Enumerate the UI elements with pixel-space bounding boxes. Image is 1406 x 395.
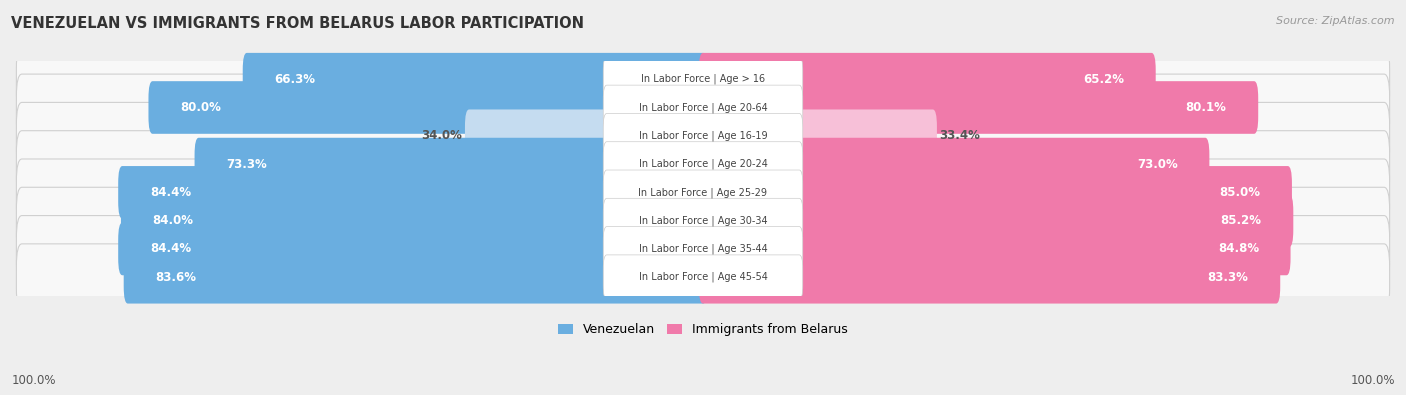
Text: In Labor Force | Age 20-24: In Labor Force | Age 20-24 [638,159,768,169]
FancyBboxPatch shape [699,109,936,162]
FancyBboxPatch shape [603,113,803,158]
Text: In Labor Force | Age 35-44: In Labor Force | Age 35-44 [638,244,768,254]
Text: 80.0%: 80.0% [180,101,221,114]
FancyBboxPatch shape [699,223,1291,275]
FancyBboxPatch shape [699,194,1294,247]
Text: 83.3%: 83.3% [1208,271,1249,284]
FancyBboxPatch shape [699,53,1156,105]
Text: 80.1%: 80.1% [1185,101,1226,114]
FancyBboxPatch shape [17,159,1389,226]
FancyBboxPatch shape [118,166,707,219]
FancyBboxPatch shape [699,138,1209,190]
Text: 33.4%: 33.4% [939,129,980,142]
Text: 73.3%: 73.3% [226,158,267,171]
FancyBboxPatch shape [149,81,707,134]
FancyBboxPatch shape [699,251,1281,304]
Text: 65.2%: 65.2% [1083,73,1123,86]
FancyBboxPatch shape [17,216,1389,282]
Text: 84.4%: 84.4% [150,243,191,256]
Text: 83.6%: 83.6% [155,271,197,284]
FancyBboxPatch shape [603,85,803,130]
Text: Source: ZipAtlas.com: Source: ZipAtlas.com [1277,16,1395,26]
FancyBboxPatch shape [603,255,803,299]
FancyBboxPatch shape [124,251,707,304]
Text: 34.0%: 34.0% [422,129,463,142]
Text: In Labor Force | Age 30-34: In Labor Force | Age 30-34 [638,215,768,226]
Text: In Labor Force | Age > 16: In Labor Force | Age > 16 [641,74,765,85]
Text: In Labor Force | Age 45-54: In Labor Force | Age 45-54 [638,272,768,282]
Text: 100.0%: 100.0% [1350,374,1395,387]
FancyBboxPatch shape [17,102,1389,169]
FancyBboxPatch shape [17,131,1389,198]
FancyBboxPatch shape [17,46,1389,113]
FancyBboxPatch shape [17,74,1389,141]
FancyBboxPatch shape [603,227,803,271]
FancyBboxPatch shape [603,57,803,102]
Text: In Labor Force | Age 25-29: In Labor Force | Age 25-29 [638,187,768,198]
Text: 85.0%: 85.0% [1219,186,1260,199]
FancyBboxPatch shape [603,142,803,186]
FancyBboxPatch shape [699,166,1292,219]
FancyBboxPatch shape [17,187,1389,254]
FancyBboxPatch shape [699,81,1258,134]
Text: 84.8%: 84.8% [1218,243,1258,256]
Text: 85.2%: 85.2% [1220,214,1261,227]
Text: In Labor Force | Age 16-19: In Labor Force | Age 16-19 [638,130,768,141]
FancyBboxPatch shape [603,198,803,243]
Text: 66.3%: 66.3% [274,73,315,86]
Text: 100.0%: 100.0% [11,374,56,387]
Text: 84.0%: 84.0% [153,214,194,227]
FancyBboxPatch shape [243,53,707,105]
Legend: Venezuelan, Immigrants from Belarus: Venezuelan, Immigrants from Belarus [553,318,853,341]
Text: In Labor Force | Age 20-64: In Labor Force | Age 20-64 [638,102,768,113]
Text: 84.4%: 84.4% [150,186,191,199]
Text: VENEZUELAN VS IMMIGRANTS FROM BELARUS LABOR PARTICIPATION: VENEZUELAN VS IMMIGRANTS FROM BELARUS LA… [11,16,585,31]
Text: 73.0%: 73.0% [1137,158,1178,171]
FancyBboxPatch shape [118,223,707,275]
FancyBboxPatch shape [121,194,707,247]
FancyBboxPatch shape [465,109,707,162]
FancyBboxPatch shape [17,244,1389,310]
FancyBboxPatch shape [194,138,707,190]
FancyBboxPatch shape [603,170,803,215]
